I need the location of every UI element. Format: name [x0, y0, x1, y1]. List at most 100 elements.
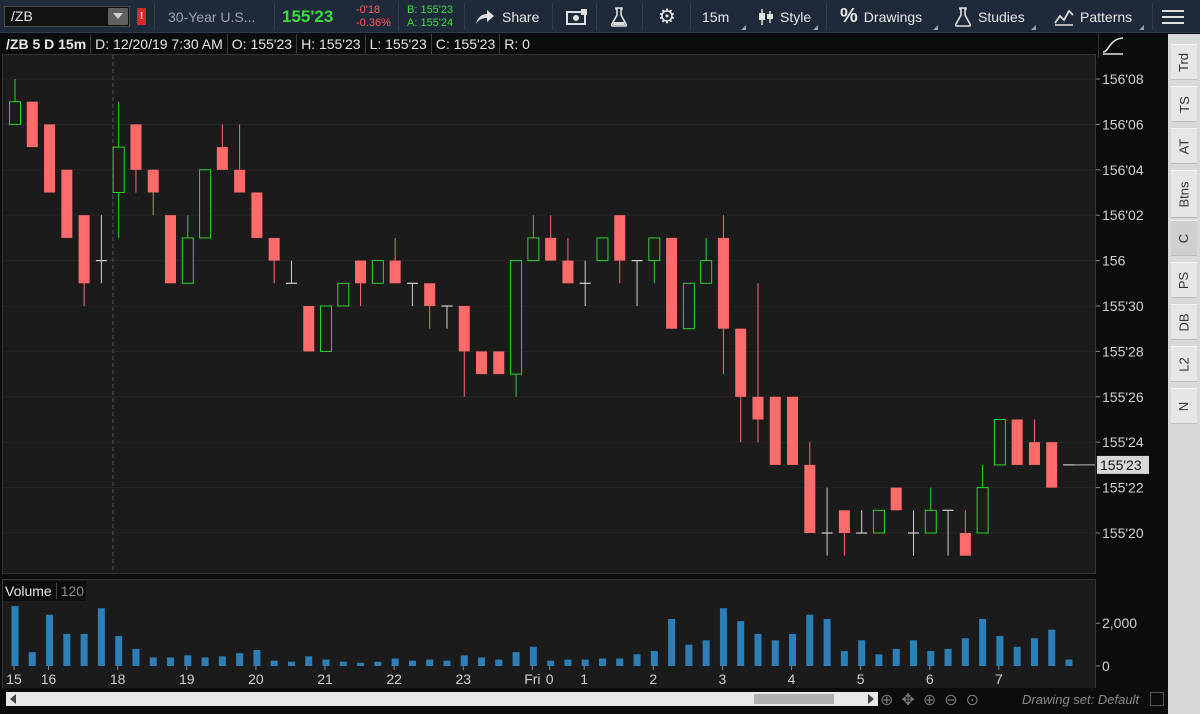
- candle: [787, 396, 799, 465]
- volume-study-label[interactable]: Volume 120: [3, 581, 87, 601]
- chart-date: D: 12/20/19 7:30 AM: [91, 34, 228, 54]
- symbol-description[interactable]: 30-Year U.S...: [168, 8, 256, 25]
- scroll-right-icon[interactable]: [868, 694, 874, 704]
- tab-n[interactable]: N: [1171, 388, 1197, 424]
- time-axis[interactable]: 15 16 18 19 20 21 22 23 Fri 0 1 2 3 4 5 6 7: [0, 666, 1096, 690]
- volume-bar: [408, 660, 416, 666]
- style-label: Style: [780, 8, 812, 25]
- candle: [838, 510, 850, 556]
- tab-label: N: [1176, 401, 1192, 411]
- zoom-out-icon[interactable]: ⊖: [944, 692, 958, 709]
- share-label: Share: [502, 8, 540, 25]
- candle: [285, 260, 297, 284]
- candle-body: [424, 283, 436, 306]
- toolbar-divider: [642, 3, 643, 30]
- price-chart-area[interactable]: [2, 54, 1096, 574]
- volume-bar: [737, 621, 745, 666]
- tab-btns[interactable]: Btns: [1171, 170, 1197, 218]
- aggregation-button[interactable]: 15m: [702, 0, 748, 33]
- tab-ps[interactable]: PS: [1171, 262, 1197, 298]
- tab-ts[interactable]: TS: [1171, 86, 1197, 122]
- volume-bar: [512, 652, 520, 666]
- candle-body: [735, 328, 747, 397]
- candle: [216, 124, 228, 170]
- zoom-fit-icon[interactable]: ⊙: [965, 692, 980, 709]
- price-axis[interactable]: 156'08 156'06 156'04 156'02 156 155'30 155'28 1…: [1096, 54, 1166, 574]
- trend-line-button[interactable]: [1098, 34, 1126, 58]
- tab-at[interactable]: AT: [1171, 128, 1197, 164]
- chart-open: O: 155'23: [228, 34, 298, 54]
- crosshair-icon[interactable]: ⊕: [880, 692, 894, 709]
- toolbar-divider: [596, 3, 597, 30]
- volume-bar: [927, 651, 935, 666]
- patterns-button[interactable]: Patterns: [1054, 0, 1146, 33]
- time-tick-label: 0: [546, 671, 554, 687]
- drawing-set-label[interactable]: Drawing set: Default: [1022, 692, 1140, 707]
- scroll-left-icon[interactable]: [10, 694, 16, 704]
- tab-label: C: [1176, 233, 1192, 243]
- candle: [752, 283, 764, 443]
- volume-bar: [236, 653, 244, 666]
- price-tick-label: 155'30: [1102, 298, 1144, 314]
- candle: [993, 419, 1006, 466]
- pan-icon[interactable]: ✥: [901, 692, 915, 709]
- ask-price: A: 155'24: [407, 17, 454, 29]
- snapshot-button[interactable]: [566, 0, 588, 33]
- volume-bar: [115, 636, 123, 666]
- symbol-input[interactable]: /ZB: [4, 6, 130, 27]
- studies-button[interactable]: Studies: [954, 0, 1038, 33]
- candle-body: [959, 533, 971, 556]
- percent-change: -0.36%: [356, 17, 391, 29]
- camera-icon: [566, 8, 587, 25]
- candle: [441, 305, 453, 329]
- candle-body: [9, 101, 21, 125]
- toolbar-divider: [464, 3, 465, 30]
- menu-button[interactable]: [1162, 0, 1184, 33]
- volume-bar: [1065, 659, 1073, 666]
- candle-body: [527, 237, 540, 262]
- tab-trd[interactable]: Trd: [1171, 44, 1197, 80]
- toolbar-divider: [154, 3, 155, 30]
- alert-flag-icon[interactable]: !: [137, 8, 146, 25]
- panel-toggle-button[interactable]: [1150, 692, 1164, 706]
- time-tick-label: 23: [455, 671, 471, 687]
- volume-bar: [478, 657, 486, 666]
- flask-button[interactable]: [610, 0, 628, 33]
- horizontal-scrollbar[interactable]: [6, 692, 878, 706]
- candle-body: [199, 169, 212, 239]
- volume-bar: [218, 656, 226, 666]
- tab-c[interactable]: C: [1171, 220, 1197, 256]
- candle: [614, 215, 626, 284]
- chart-header: /ZB 5 D 15m D: 12/20/19 7:30 AM O: 155'2…: [0, 34, 1096, 54]
- volume-bar: [426, 659, 434, 666]
- share-button[interactable]: Share: [474, 0, 539, 33]
- zoom-tools: ⊕ ✥ ⊕ ⊖ ⊙: [880, 690, 979, 710]
- candle-body: [355, 260, 367, 284]
- volume-tick-label: 0: [1102, 658, 1110, 674]
- volume-chart-area[interactable]: [2, 579, 1096, 700]
- volume-bar: [149, 657, 157, 666]
- settings-button[interactable]: ⚙: [658, 0, 676, 33]
- style-button[interactable]: Style: [758, 0, 820, 33]
- volume-bar: [547, 660, 555, 666]
- candle-body: [78, 215, 90, 284]
- candle: [320, 305, 333, 352]
- volume-bar: [357, 662, 365, 666]
- candle-body: [562, 260, 574, 284]
- candle: [389, 237, 401, 284]
- zoom-in-icon[interactable]: ⊕: [922, 692, 937, 709]
- price-tick-label: 155'26: [1102, 389, 1144, 405]
- candle-body: [682, 282, 695, 330]
- tab-db[interactable]: DB: [1171, 304, 1197, 340]
- candle-body: [648, 237, 661, 262]
- volume-bar: [892, 648, 900, 666]
- time-tick-label: 7: [995, 671, 1003, 687]
- volume-bar: [789, 633, 797, 666]
- symbol-dropdown-button[interactable]: [108, 8, 128, 25]
- volume-bar: [97, 608, 105, 666]
- volume-bar: [305, 656, 313, 666]
- scrollbar-thumb[interactable]: [754, 694, 834, 704]
- hamburger-menu-icon: [1162, 9, 1184, 24]
- drawings-button[interactable]: % Drawings: [840, 0, 940, 33]
- tab-l2[interactable]: L2: [1171, 346, 1197, 382]
